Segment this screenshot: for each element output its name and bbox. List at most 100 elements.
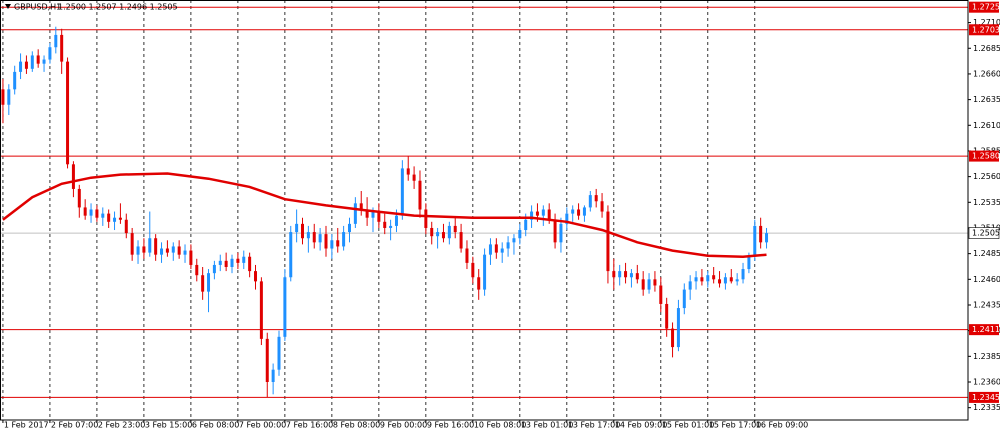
candle-body: [283, 277, 287, 337]
x-tick-label: 13 Feb 01:00: [521, 421, 573, 430]
candle-body: [154, 238, 158, 255]
candle-body: [541, 209, 545, 216]
candle-body: [659, 285, 663, 304]
candle-body: [306, 232, 310, 239]
candle-body: [441, 232, 445, 239]
moving-average: [2, 172, 767, 258]
candle-body: [312, 232, 316, 243]
candle-body: [118, 217, 122, 220]
candle-body: [565, 213, 569, 224]
candle-body: [471, 262, 475, 278]
candle-body: [148, 238, 152, 253]
y-tick-label: 1.2635: [973, 95, 1000, 104]
candle-body: [347, 223, 351, 233]
candle-body: [271, 369, 275, 383]
x-tick-label: 15 Feb 01:00: [662, 421, 714, 430]
candle-body: [1, 89, 5, 105]
candle-body: [465, 248, 469, 263]
x-tick-label: 15 Feb 17:00: [709, 421, 761, 430]
candle-body: [389, 225, 393, 228]
candle-body: [571, 209, 575, 214]
candle-body: [506, 242, 510, 249]
candle-body: [60, 34, 64, 62]
candle-body: [453, 225, 457, 233]
candle-body: [165, 248, 169, 253]
candle-body: [359, 203, 363, 210]
candle-body: [759, 225, 763, 243]
y-tick-label: 1.2485: [973, 249, 1000, 258]
candle-body: [436, 232, 440, 237]
bid-label: 1.2505: [972, 229, 1000, 238]
candle-body: [706, 275, 710, 282]
y-tick-label: 1.2360: [973, 378, 1000, 387]
candle-body: [48, 47, 52, 60]
candle-body: [694, 277, 698, 282]
overlay: [2, 172, 767, 258]
candle-body: [594, 195, 598, 202]
candle-body: [535, 211, 539, 216]
x-tick-label: 16 Feb 09:00: [756, 421, 808, 430]
level-label-box: [969, 391, 999, 403]
x-tick-label: 9 Feb 00:00: [380, 421, 427, 430]
candle-body: [588, 195, 592, 208]
candle-body: [324, 234, 328, 249]
candle-body: [130, 233, 134, 255]
candle-body: [42, 59, 46, 64]
candle-body: [577, 209, 581, 216]
candle-body: [171, 246, 175, 253]
candle-body: [353, 203, 357, 224]
candle-body: [559, 223, 563, 243]
candle-body: [641, 279, 645, 290]
candle-body: [295, 223, 299, 233]
x-tick-label: 3 Feb 15:00: [145, 421, 192, 430]
candle-body: [624, 271, 628, 278]
y-tick-label: 1.2560: [973, 172, 1000, 181]
menu-triangle[interactable]: [5, 4, 11, 9]
x-tick-label: 9 Feb 16:00: [427, 421, 474, 430]
candle-body: [635, 273, 639, 280]
candle-body: [735, 279, 739, 282]
candle-body: [424, 209, 428, 228]
candle-body: [765, 233, 769, 243]
x-tick-label: 14 Feb 09:00: [615, 421, 667, 430]
x-tick-label: 2 Feb 07:00: [51, 421, 98, 430]
candle-body: [36, 55, 40, 64]
candle-body: [177, 246, 181, 255]
x-tick-label: 6 Feb 08:00: [192, 421, 239, 430]
level-label-box: [969, 24, 999, 36]
candle-body: [700, 277, 704, 282]
level-label: 1.2580: [972, 152, 1000, 161]
y-tick-label: 1.2385: [973, 352, 1000, 361]
x-tick-label: 1 Feb 2017: [4, 421, 49, 430]
candle-body: [553, 219, 557, 243]
candle-body: [747, 256, 751, 270]
candle-body: [688, 281, 692, 290]
candle-body: [412, 174, 416, 181]
y-tick-label: 1.2660: [973, 69, 1000, 78]
candle-body: [600, 201, 604, 212]
candle-body: [289, 232, 293, 278]
candle-body: [77, 188, 81, 208]
y-tick-label: 1.2435: [973, 300, 1000, 309]
candle-body: [71, 164, 75, 189]
candle-body: [236, 258, 240, 263]
x-tick-label: 10 Feb 08:00: [474, 421, 526, 430]
candle-body: [30, 55, 34, 69]
candle-body: [195, 264, 199, 276]
bid-label-box: [968, 227, 1000, 239]
candle-body: [342, 232, 346, 247]
y-tick-label: 1.2610: [973, 121, 1000, 130]
candle-body: [183, 250, 187, 255]
candle-body: [224, 260, 228, 267]
candle-body: [207, 273, 211, 292]
candle-body: [66, 61, 70, 165]
level-label: 1.2345: [972, 393, 1000, 402]
candle-body: [365, 209, 369, 218]
candle-body: [494, 244, 498, 253]
candle-body: [647, 279, 651, 290]
level-label-box: [969, 150, 999, 162]
candle-body: [718, 279, 722, 284]
